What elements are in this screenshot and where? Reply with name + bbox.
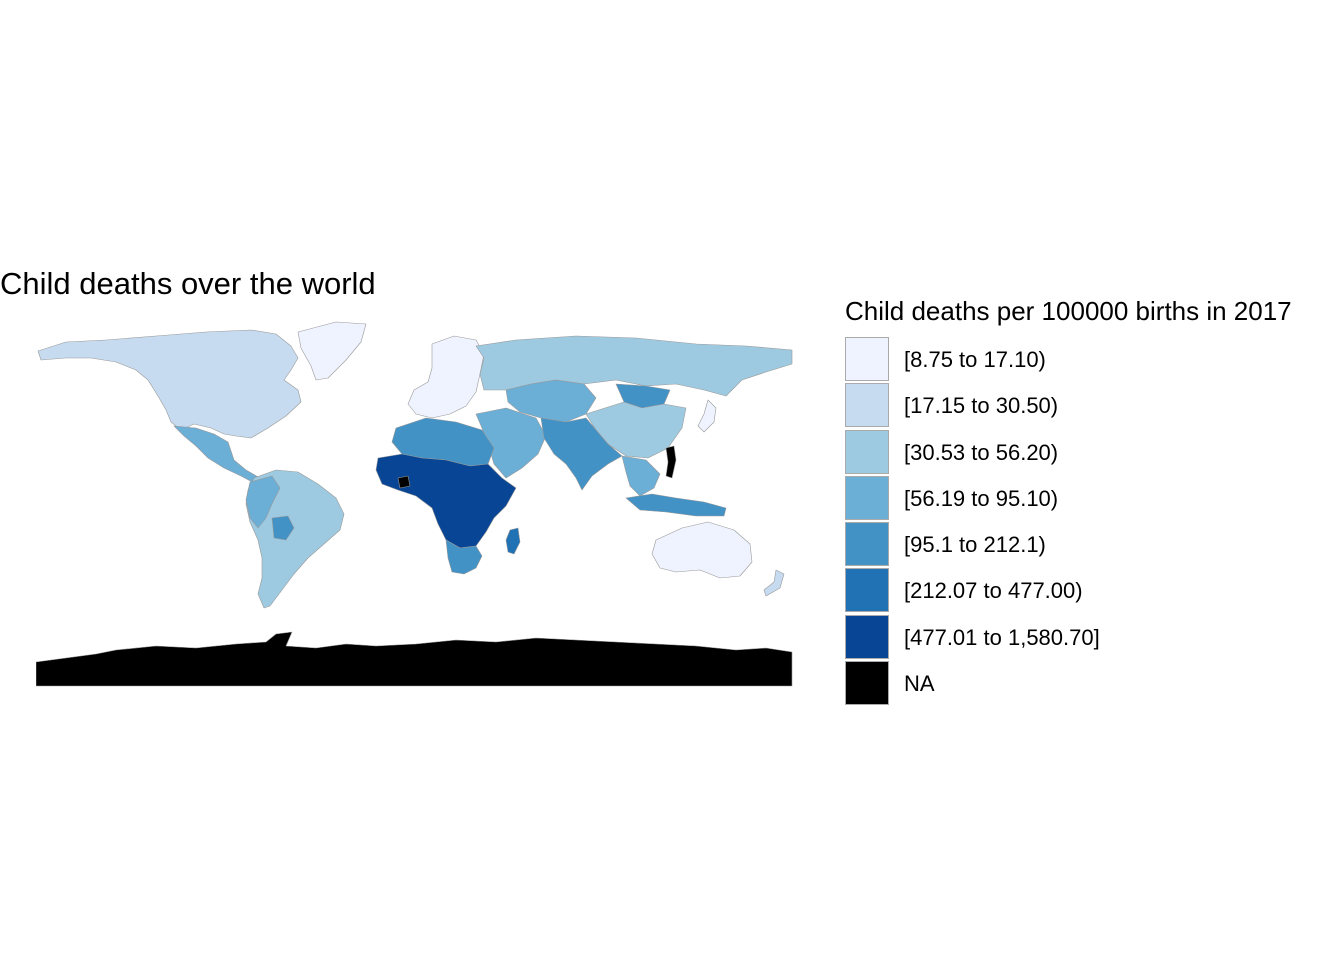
legend-swatch <box>845 522 889 567</box>
legend-item: [212.07 to 477.00) <box>845 568 1292 614</box>
region-greenland[interactable] <box>297 321 367 381</box>
legend-label: [8.75 to 17.10) <box>904 347 1046 372</box>
legend-item: [477.01 to 1,580.70] <box>845 614 1292 661</box>
legend: Child deaths per 100000 births in 2017 [… <box>845 296 1292 707</box>
region-new-zealand[interactable] <box>763 569 785 597</box>
region-indonesia[interactable] <box>625 493 727 517</box>
legend-item: [30.53 to 56.20) <box>845 429 1292 476</box>
region-antarctica[interactable] <box>35 631 793 687</box>
legend-swatch <box>845 383 889 428</box>
region-russia[interactable] <box>475 335 793 397</box>
legend-label: [56.19 to 95.10) <box>904 485 1059 511</box>
legend-item: [8.75 to 17.10) <box>845 337 1292 383</box>
world-map-svg <box>35 321 793 687</box>
region-southeast-asia[interactable] <box>621 455 661 497</box>
region-europe[interactable] <box>407 335 485 419</box>
region-madagascar[interactable] <box>505 527 521 555</box>
legend-swatch <box>845 475 889 520</box>
legend-label: [17.15 to 30.50) <box>904 393 1059 419</box>
legend-label: NA <box>904 671 935 697</box>
map-title: Child deaths over the world <box>0 266 376 301</box>
legend-label: [30.53 to 56.20) <box>904 439 1059 465</box>
world-map <box>35 318 796 690</box>
region-southern-africa[interactable] <box>445 539 483 575</box>
region-sub-saharan-africa[interactable] <box>375 453 517 549</box>
legend-item: [17.15 to 30.50) <box>845 383 1292 429</box>
legend-label: [95.1 to 212.1) <box>904 532 1046 558</box>
region-north-america[interactable] <box>37 329 302 439</box>
legend-label: [477.01 to 1,580.70] <box>904 624 1100 650</box>
legend-item: [95.1 to 212.1) <box>845 522 1292 568</box>
legend-swatch <box>845 614 889 659</box>
legend-swatch <box>845 429 889 474</box>
region-south-asia[interactable] <box>540 417 623 491</box>
legend-swatch <box>845 661 889 706</box>
region-japan[interactable] <box>697 399 717 433</box>
legend-title: Child deaths per 100000 births in 2017 <box>845 296 1292 326</box>
region-somalia[interactable] <box>665 445 677 479</box>
legend-item: NA <box>845 661 1292 707</box>
legend-swatch <box>845 568 889 613</box>
legend-item: [56.19 to 95.10) <box>845 475 1292 522</box>
region-bolivia[interactable] <box>271 515 295 541</box>
region-australia[interactable] <box>651 521 753 579</box>
legend-label: [212.07 to 477.00) <box>904 578 1083 604</box>
legend-swatch <box>845 337 889 381</box>
region-cote-divoire[interactable] <box>397 475 411 489</box>
region-andes[interactable] <box>245 475 281 529</box>
